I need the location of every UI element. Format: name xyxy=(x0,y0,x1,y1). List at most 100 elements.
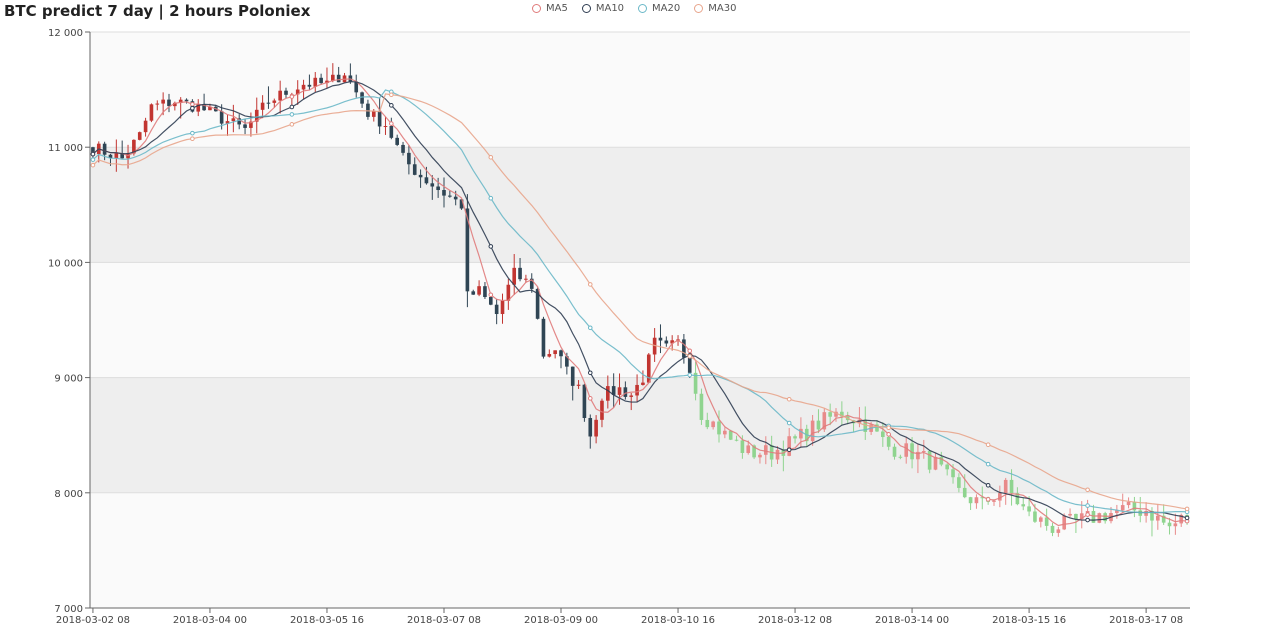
legend-item-ma30[interactable]: MA30 xyxy=(694,3,736,14)
candle-body xyxy=(383,126,388,128)
candle-body xyxy=(284,90,288,95)
legend-item-ma10[interactable]: MA10 xyxy=(581,3,624,14)
candle-body xyxy=(354,81,359,93)
candle-body xyxy=(1033,511,1037,522)
candle-body xyxy=(1009,479,1014,494)
ma-point-ma20 xyxy=(587,325,593,331)
candle-body xyxy=(231,118,236,122)
ma-point-ma10 xyxy=(985,482,991,488)
candle-body xyxy=(219,111,224,124)
x-tick-label: 2018-03-07 08 xyxy=(407,615,481,626)
candle-body xyxy=(758,454,762,458)
candle-body xyxy=(1074,513,1078,520)
candle-body xyxy=(389,126,394,138)
candle-body xyxy=(243,124,247,128)
candle-body xyxy=(617,387,622,395)
candle-body xyxy=(254,109,259,122)
ma-point-ma20 xyxy=(488,195,494,201)
candle-body xyxy=(319,77,323,84)
candle-body xyxy=(927,450,932,470)
candle-body xyxy=(1132,501,1137,511)
candle-body xyxy=(962,487,967,498)
candle-body xyxy=(524,278,528,280)
legend-label-ma30: MA30 xyxy=(708,3,737,14)
chart-legend: MA5 MA10 MA20 MA30 xyxy=(532,3,736,14)
candle-body xyxy=(670,340,674,344)
ma-point-ma30 xyxy=(90,162,96,168)
candle-body xyxy=(1091,511,1096,523)
candle-body xyxy=(916,451,920,460)
candle-body xyxy=(921,450,926,452)
candle-body xyxy=(1103,513,1107,522)
ma-point-ma20 xyxy=(786,420,792,426)
candle-body xyxy=(939,456,944,465)
legend-item-ma20[interactable]: MA20 xyxy=(638,3,680,14)
candle-body xyxy=(1038,517,1043,522)
candle-body xyxy=(699,393,704,420)
candle-body xyxy=(155,103,160,105)
ma-point-ma30 xyxy=(985,442,991,448)
candle-body xyxy=(752,445,756,458)
candle-body xyxy=(875,424,879,432)
grid-bands xyxy=(90,31,1190,609)
ma-point-ma20 xyxy=(190,130,195,136)
legend-item-ma5[interactable]: MA5 xyxy=(532,3,568,14)
candle-body xyxy=(641,382,645,385)
x-tick-label: 2018-03-09 00 xyxy=(524,615,598,626)
candle-body xyxy=(471,291,476,295)
candle-body xyxy=(629,395,634,397)
candle-body xyxy=(1079,513,1084,520)
candle-body xyxy=(799,428,803,439)
candle-body xyxy=(278,90,282,101)
candle-body xyxy=(371,110,376,117)
x-tick-label: 2018-03-15 16 xyxy=(992,615,1066,626)
candle-body xyxy=(687,357,692,373)
ma-point-ma5 xyxy=(1085,512,1090,517)
candle-body xyxy=(488,297,493,305)
candle-body xyxy=(424,177,429,184)
candle-body xyxy=(395,137,399,145)
candle-body xyxy=(664,340,669,344)
candle-body xyxy=(588,417,593,437)
candle-body xyxy=(1050,525,1055,533)
candle-body xyxy=(682,339,686,358)
ma-point-ma5 xyxy=(587,396,593,401)
candle-body xyxy=(594,419,598,437)
candle-body xyxy=(1085,511,1090,514)
candle-body xyxy=(132,139,136,154)
candle-body xyxy=(249,121,253,128)
candle-body xyxy=(418,174,423,178)
ma-line-ma5 xyxy=(92,78,1188,527)
legend-label-ma20: MA20 xyxy=(652,3,681,14)
candle-body xyxy=(957,477,961,488)
candle-body xyxy=(120,153,124,159)
x-tick-label: 2018-03-05 16 xyxy=(290,615,364,626)
candle-body xyxy=(196,104,201,112)
ma-point-ma10 xyxy=(786,447,792,453)
candle-body xyxy=(968,497,973,504)
candle-body xyxy=(1027,506,1031,512)
candle-body xyxy=(108,154,113,159)
candles xyxy=(91,63,1189,537)
ma-point-ma5 xyxy=(190,102,195,107)
candle-body xyxy=(325,80,329,84)
candle-body xyxy=(1179,514,1184,524)
candle-body xyxy=(623,387,628,397)
candle-body xyxy=(646,354,651,383)
ma-point-ma20 xyxy=(687,372,693,378)
ma-line-ma30 xyxy=(92,93,1188,510)
y-tick-label: 9 000 xyxy=(54,374,83,385)
candle-body xyxy=(652,337,657,355)
candle-body xyxy=(1150,511,1154,521)
candle-body xyxy=(898,456,903,458)
candle-body xyxy=(559,350,563,357)
x-tick-label: 2018-03-12 08 xyxy=(758,615,832,626)
candle-body xyxy=(1044,517,1049,526)
candle-body xyxy=(705,419,710,428)
candle-body xyxy=(1173,523,1178,527)
candle-body xyxy=(360,92,364,104)
candle-body xyxy=(763,445,768,455)
candle-body xyxy=(600,400,604,420)
